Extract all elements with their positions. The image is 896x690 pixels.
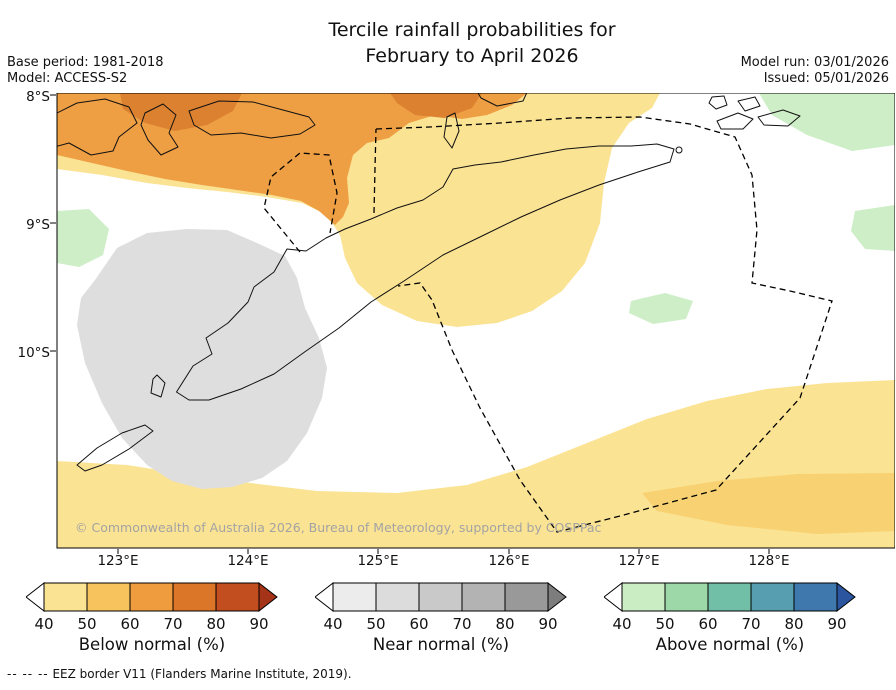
map-frame xyxy=(56,93,895,549)
legend-near-normal: 40 50 60 70 80 90 Near normal (%) xyxy=(315,581,567,654)
colorbar-below-normal: 40 50 60 70 80 90 xyxy=(26,581,278,631)
colorbar-near-normal: 40 50 60 70 80 90 xyxy=(315,581,567,631)
svg-text:40: 40 xyxy=(612,615,631,631)
eez-dash-symbol: -- -- -- xyxy=(7,667,49,681)
lon-label: 128°E xyxy=(748,553,790,569)
legend-above-normal: 40 50 60 70 80 90 Above normal (%) xyxy=(604,581,856,654)
svg-text:90: 90 xyxy=(538,615,557,631)
legend-label-near-normal: Near normal (%) xyxy=(372,635,510,654)
svg-text:50: 50 xyxy=(655,615,674,631)
axis-ticks xyxy=(50,94,770,554)
svg-text:50: 50 xyxy=(77,615,96,631)
legend-row: 40 50 60 70 80 90 Below normal (%) 40 50 60 70 80… xyxy=(0,581,896,654)
map-copyright: © Commonwealth of Australia 2026, Bureau… xyxy=(75,520,602,535)
legend-label-above-normal: Above normal (%) xyxy=(655,635,805,654)
model-name: Model: ACCESS-S2 xyxy=(7,70,128,86)
colorbar-above-normal: 40 50 60 70 80 90 xyxy=(604,581,856,631)
svg-text:70: 70 xyxy=(163,615,182,631)
lon-label: 125°E xyxy=(357,553,399,569)
below-normal-regions xyxy=(57,93,895,548)
rainfall-probability-map xyxy=(50,93,895,554)
svg-text:80: 80 xyxy=(206,615,225,631)
above-normal-regions xyxy=(57,93,895,324)
issued-date: Issued: 05/01/2026 xyxy=(763,70,889,86)
run-info: Model run: 03/01/2026 Issued: 05/01/2026 xyxy=(741,55,889,86)
svg-text:80: 80 xyxy=(495,615,514,631)
eez-footnote: -- -- -- EEZ border V11 (Flanders Marine… xyxy=(7,667,352,681)
model-info: Base period: 1981-2018 Model: ACCESS-S2 xyxy=(7,55,164,86)
lon-label: 126°E xyxy=(488,553,530,569)
near-normal-regions xyxy=(77,229,327,489)
svg-text:40: 40 xyxy=(323,615,342,631)
legend-below-normal: 40 50 60 70 80 90 Below normal (%) xyxy=(26,581,278,654)
svg-text:50: 50 xyxy=(366,615,385,631)
svg-text:60: 60 xyxy=(120,615,139,631)
svg-text:40: 40 xyxy=(34,615,53,631)
svg-text:80: 80 xyxy=(784,615,803,631)
svg-text:60: 60 xyxy=(698,615,717,631)
eez-footnote-text: EEZ border V11 (Flanders Marine Institut… xyxy=(52,667,352,681)
legend-label-below-normal: Below normal (%) xyxy=(78,635,226,654)
lat-label: 8°S xyxy=(26,89,50,105)
svg-text:90: 90 xyxy=(827,615,846,631)
lon-label: 123°E xyxy=(97,553,139,569)
svg-text:60: 60 xyxy=(409,615,428,631)
lat-label: 9°S xyxy=(26,217,50,233)
title-line-2: February to April 2026 xyxy=(365,45,579,67)
svg-text:90: 90 xyxy=(249,615,268,631)
svg-text:70: 70 xyxy=(741,615,760,631)
lon-label: 127°E xyxy=(618,553,660,569)
page-title: Tercile rainfall probabilities for Febru… xyxy=(48,17,896,69)
lat-label: 10°S xyxy=(17,345,51,361)
lon-label: 124°E xyxy=(227,553,269,569)
eez-border xyxy=(263,116,833,533)
title-line-1: Tercile rainfall probabilities for xyxy=(328,19,616,41)
coastlines xyxy=(57,93,801,472)
base-period: Base period: 1981-2018 xyxy=(7,55,164,70)
model-run-date: Model run: 03/01/2026 xyxy=(740,55,889,70)
svg-text:70: 70 xyxy=(452,615,471,631)
